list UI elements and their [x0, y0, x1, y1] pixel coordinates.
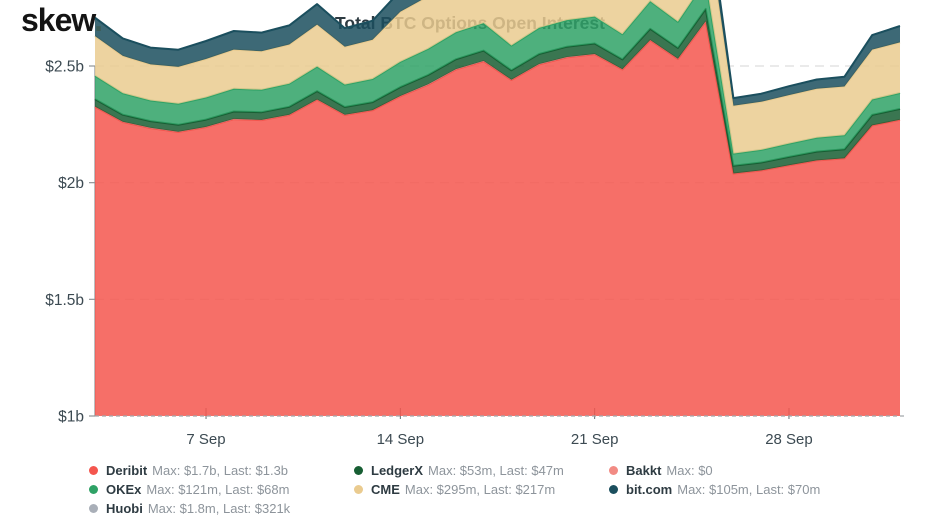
area-deribit[interactable]	[95, 21, 900, 416]
legend-series-name: Deribit	[106, 463, 148, 478]
x-tick-label: 28 Sep	[765, 431, 813, 448]
x-tick-label: 21 Sep	[571, 431, 619, 448]
legend-series-name: bit.com	[626, 482, 673, 497]
legend-dot	[354, 466, 363, 475]
legend-series-stats: Max: $295m, Last: $217m	[404, 482, 556, 497]
area-ledgerx[interactable]	[95, 8, 900, 174]
area-okex[interactable]	[95, 0, 900, 166]
legend-item-huobi[interactable]: Huobi Max: $1.8m, Last: $321k	[89, 499, 290, 518]
legend-dot	[89, 504, 98, 513]
legend-column-2: LedgerX Max: $53m, Last: $47m CME Max: $295…	[354, 461, 564, 499]
legend-dot	[609, 466, 618, 475]
legend-series-name: OKEx	[106, 482, 142, 497]
legend-series-stats: Max: $121m, Last: $68m	[146, 482, 290, 497]
x-tick-label: 7 Sep	[186, 431, 225, 448]
area-bit-com[interactable]	[95, 0, 900, 106]
legend-series-name: Bakkt	[626, 463, 662, 478]
legend-item-okex[interactable]: OKEx Max: $121m, Last: $68m	[89, 480, 290, 499]
legend-dot	[354, 485, 363, 494]
x-tick-label: 14 Sep	[377, 431, 425, 448]
y-tick-label: $2b	[58, 175, 84, 192]
legend-series-stats: Max: $1.8m, Last: $321k	[147, 501, 291, 516]
legend-series-stats: Max: $1.7b, Last: $1.3b	[152, 463, 289, 478]
legend-column-1: Deribit Max: $1.7b, Last: $1.3b OKEx Max: $…	[89, 461, 290, 518]
legend-series-stats: Max: $0	[666, 463, 713, 478]
legend-dot	[609, 485, 618, 494]
legend-item-deribit[interactable]: Deribit Max: $1.7b, Last: $1.3b	[89, 461, 290, 480]
legend-dot	[89, 485, 98, 494]
legend-series-stats: Max: $105m, Last: $70m	[677, 482, 821, 497]
legend-series-stats: Max: $53m, Last: $47m	[428, 463, 564, 478]
legend-item-bit-com[interactable]: bit.com Max: $105m, Last: $70m	[609, 480, 820, 499]
legend-series-name: LedgerX	[371, 463, 424, 478]
area-cme[interactable]	[95, 0, 900, 154]
y-tick-label: $1b	[58, 409, 84, 426]
legend-series-name: Huobi	[106, 501, 143, 516]
skew-logo-text: skew	[21, 2, 95, 38]
y-tick-label: $2.5b	[45, 59, 84, 76]
legend-column-3: Bakkt Max: $0 bit.com Max: $105m, Last: $70…	[609, 461, 820, 499]
legend-item-ledgerx[interactable]: LedgerX Max: $53m, Last: $47m	[354, 461, 564, 480]
series-line-bit-com	[94, 0, 901, 100]
y-tick-label: $1.5b	[45, 292, 84, 309]
legend-dot	[89, 466, 98, 475]
legend-item-bakkt[interactable]: Bakkt Max: $0	[609, 461, 820, 480]
legend-item-cme[interactable]: CME Max: $295m, Last: $217m	[354, 480, 564, 499]
legend-series-name: CME	[371, 482, 400, 497]
